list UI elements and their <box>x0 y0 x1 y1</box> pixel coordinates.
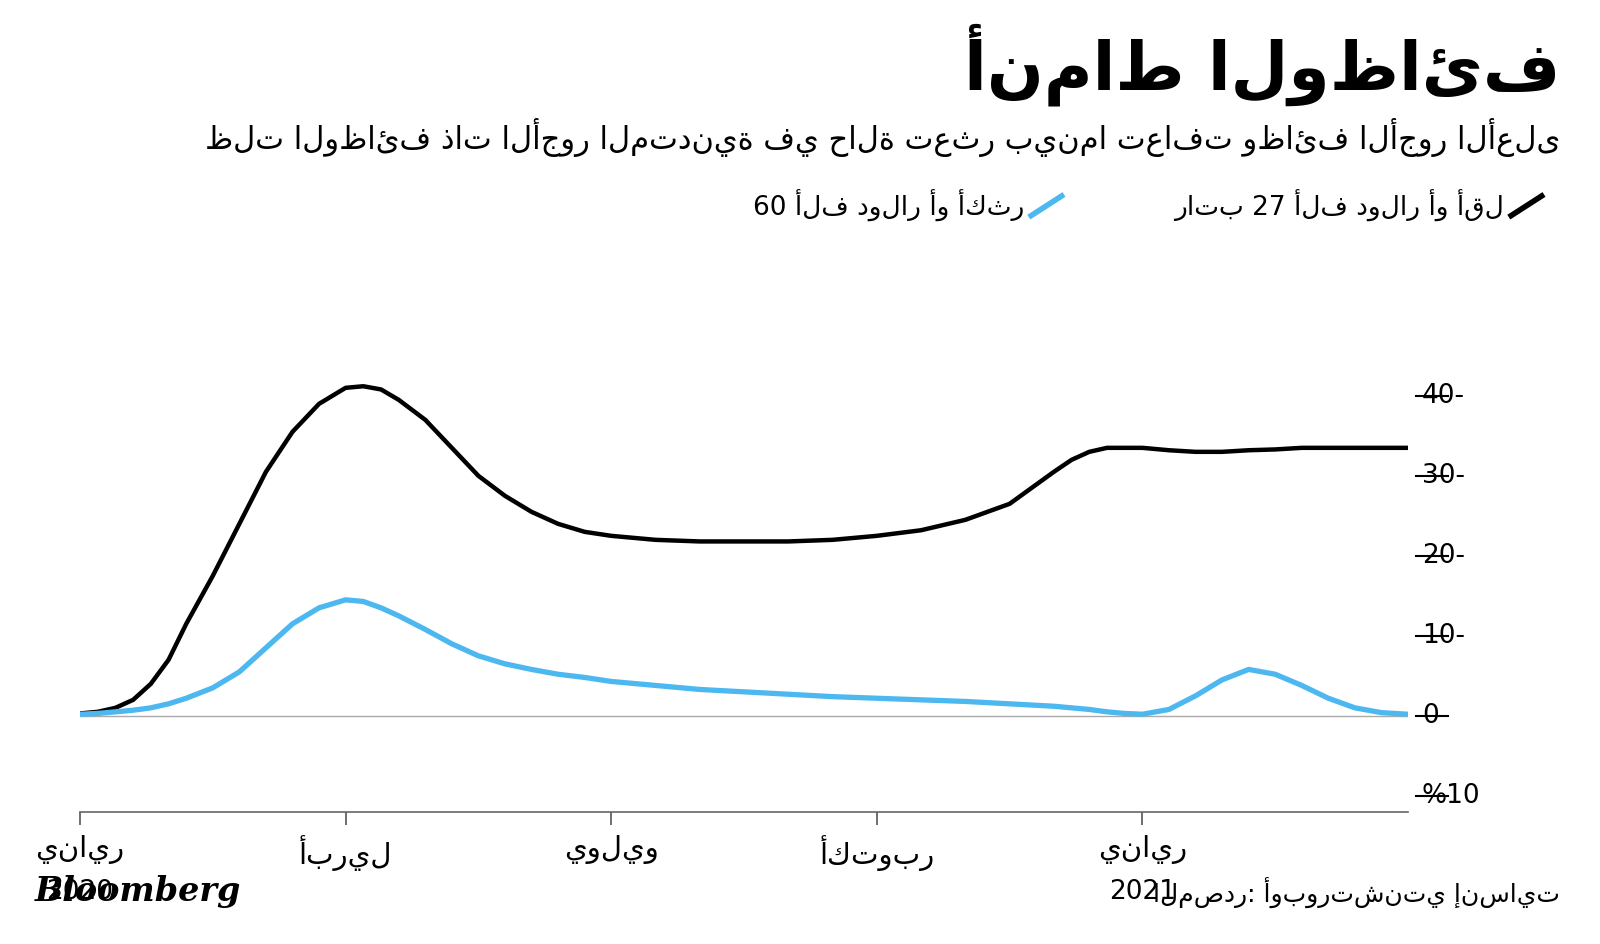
Text: يوليو: يوليو <box>563 835 659 865</box>
Text: Bloomberg: Bloomberg <box>35 875 242 908</box>
Text: يناير: يناير <box>1098 835 1187 865</box>
Text: أبريل: أبريل <box>299 835 392 871</box>
Text: يناير: يناير <box>35 835 125 865</box>
Text: 2020: 2020 <box>46 879 114 905</box>
Text: أكتوبر: أكتوبر <box>819 835 934 871</box>
Text: راتب 27 ألف دولار أو أقل: راتب 27 ألف دولار أو أقل <box>1174 190 1504 222</box>
Text: 60 ألف دولار أو أكثر: 60 ألف دولار أو أكثر <box>752 190 1024 222</box>
Text: المصدر: أوبورتشنتي إنسايت: المصدر: أوبورتشنتي إنسايت <box>1154 877 1560 908</box>
Text: أنماط الوظائف: أنماط الوظائف <box>963 24 1560 107</box>
Text: ظلت الوظائف ذات الأجور المتدنية في حالة تعثر بينما تعافت وظائف الأجور الأعلى: ظلت الوظائف ذات الأجور المتدنية في حالة … <box>205 118 1560 157</box>
Text: 2021: 2021 <box>1109 879 1176 905</box>
